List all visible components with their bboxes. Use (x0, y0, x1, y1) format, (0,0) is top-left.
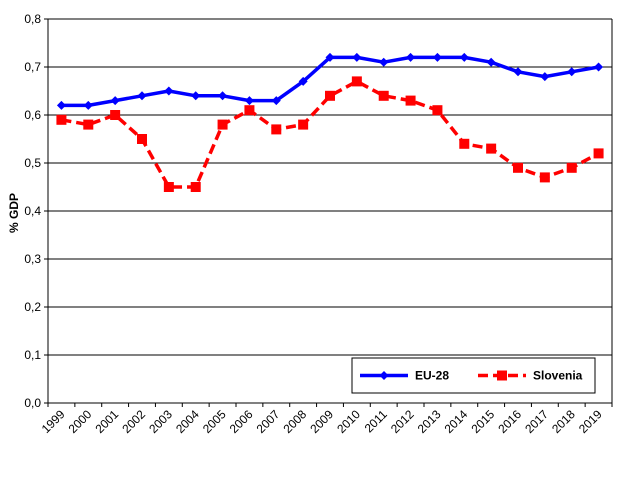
data-point-square (271, 124, 282, 135)
x-tick-label: 2016 (495, 407, 524, 436)
x-tick-label: 2003 (146, 407, 175, 436)
data-point-diamond (432, 52, 442, 62)
data-point-square (83, 119, 94, 130)
data-point-diamond (244, 96, 254, 106)
data-point-diamond (406, 52, 416, 62)
data-point-diamond (191, 91, 201, 101)
data-point-square (137, 134, 147, 144)
data-point-square (56, 114, 67, 125)
x-tick-label: 2018 (549, 407, 578, 436)
y-tick-label: 0,5 (24, 156, 41, 170)
x-tick-label: 2010 (334, 407, 363, 436)
data-point-square (378, 90, 389, 101)
data-point-square (566, 162, 577, 173)
series-slovenia (56, 76, 604, 192)
series-eu-28 (56, 52, 604, 110)
x-tick-label: 2015 (468, 407, 497, 436)
x-tick-label: 2007 (254, 407, 283, 436)
legend-label: Slovenia (533, 369, 583, 383)
data-point-diamond (513, 67, 523, 77)
x-tick-label: 2011 (362, 407, 390, 435)
x-tick-label: 2017 (522, 407, 551, 436)
data-point-square (459, 138, 470, 149)
x-tick-label: 1999 (39, 407, 68, 436)
x-tick-label: 2009 (307, 407, 336, 436)
data-point-square (539, 172, 550, 183)
gridlines (48, 18, 612, 356)
data-point-diamond (110, 96, 120, 106)
data-point-diamond (271, 96, 281, 106)
y-axis-label: % GDP (7, 193, 21, 233)
series-group (56, 52, 604, 192)
x-tick-label: 2012 (388, 407, 417, 436)
data-point-diamond (325, 52, 335, 62)
data-point-square (497, 370, 507, 381)
y-tick-label: 0,8 (24, 12, 41, 26)
x-tick-label: 2013 (415, 407, 444, 436)
data-point-square (244, 105, 255, 116)
y-tick-label: 0,3 (24, 252, 41, 266)
data-point-square (486, 143, 497, 154)
data-point-square (325, 90, 335, 101)
data-point-diamond (137, 91, 147, 101)
data-point-diamond (459, 52, 469, 62)
data-point-diamond (56, 100, 66, 110)
legend: EU-28 Slovenia (351, 357, 596, 394)
x-tick-label: 2006 (227, 407, 256, 436)
data-point-diamond (218, 91, 228, 101)
data-point-square (351, 76, 362, 87)
data-point-square (432, 105, 443, 116)
data-point-diamond (298, 76, 308, 86)
data-point-square (190, 182, 201, 192)
data-point-diamond (164, 86, 174, 96)
data-point-diamond (540, 72, 550, 82)
x-tick-label: 2008 (280, 407, 309, 436)
y-tick-label: 0,0 (24, 396, 41, 410)
data-point-diamond (352, 52, 362, 62)
data-point-diamond (594, 62, 604, 72)
legend-item: EU-28 (360, 369, 449, 383)
data-point-square (593, 148, 604, 159)
y-tick-label: 0,7 (24, 60, 41, 74)
data-point-square (163, 182, 174, 192)
data-point-square (110, 110, 121, 120)
x-tick-label: 2001 (92, 407, 121, 436)
x-tick-label: 2019 (576, 407, 605, 436)
series-line (61, 79, 600, 189)
data-point-square (513, 162, 523, 173)
y-tick-label: 0,4 (24, 204, 41, 218)
x-tick-label: 2004 (173, 407, 202, 436)
data-point-square (217, 119, 228, 130)
data-point-square (298, 119, 309, 130)
data-point-diamond (379, 371, 389, 380)
x-tick-label: 2000 (66, 407, 95, 436)
data-point-diamond (567, 67, 577, 77)
legend-label: EU-28 (415, 369, 449, 383)
x-tick-label: 2005 (200, 407, 229, 436)
y-tick-label: 0,1 (24, 348, 41, 362)
legend-item: Slovenia (478, 369, 583, 383)
x-tick-label: 2014 (442, 407, 471, 436)
data-point-diamond (379, 57, 389, 67)
data-point-diamond (486, 57, 496, 67)
y-tick-label: 0,2 (24, 300, 41, 314)
data-point-square (405, 95, 416, 106)
data-point-diamond (83, 100, 93, 110)
y-tick-label: 0,6 (24, 108, 41, 122)
x-tick-label: 2002 (119, 407, 148, 436)
